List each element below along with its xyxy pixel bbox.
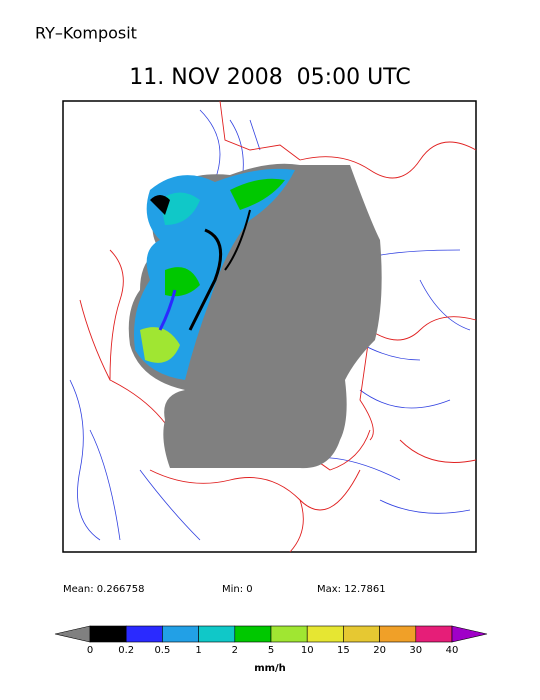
colorbar-label: 30 — [409, 645, 422, 656]
colorbar-box — [415, 625, 453, 643]
rivers — [69, 109, 471, 541]
colorbar-under — [54, 625, 91, 643]
stat-mean: Mean: 0.266758 — [63, 584, 145, 595]
colorbar-label: 20 — [373, 645, 386, 656]
colorbar-label: 10 — [301, 645, 314, 656]
colorbar-label: 0.5 — [154, 645, 170, 656]
colorbar-box — [379, 625, 417, 643]
colorbar-label: 2 — [232, 645, 238, 656]
colorbar-box — [162, 625, 199, 643]
colorbar-over — [451, 625, 488, 643]
stat-min: Min: 0 — [222, 584, 253, 595]
product-title: RY–Komposit — [35, 24, 137, 43]
timestamp: 11. NOV 2008 05:00 UTC — [129, 65, 410, 90]
colorbar-label: 1 — [195, 645, 201, 656]
colorbar-label: 40 — [446, 645, 459, 656]
colorbar-box — [306, 625, 344, 643]
precipitation — [134, 168, 295, 380]
colorbar-label: 0.2 — [118, 645, 134, 656]
colorbar-label: 5 — [268, 645, 274, 656]
colorbar-box — [234, 625, 272, 643]
borders — [79, 100, 477, 553]
map — [62, 100, 477, 553]
colorbar-box — [343, 625, 380, 643]
colorbar-box — [125, 625, 163, 643]
colorbar: 0 0.2 0.5 1 2 5 10 15 20 30 40 — [54, 625, 488, 656]
colorbar-box — [198, 625, 236, 643]
colorbar-label: 15 — [337, 645, 350, 656]
colorbar-box — [270, 625, 308, 643]
stat-max: Max: 12.7861 — [317, 584, 386, 595]
colorbar-box — [89, 625, 127, 643]
colorbar-label: 0 — [87, 645, 93, 656]
colorbar-unit: mm/h — [254, 663, 286, 674]
